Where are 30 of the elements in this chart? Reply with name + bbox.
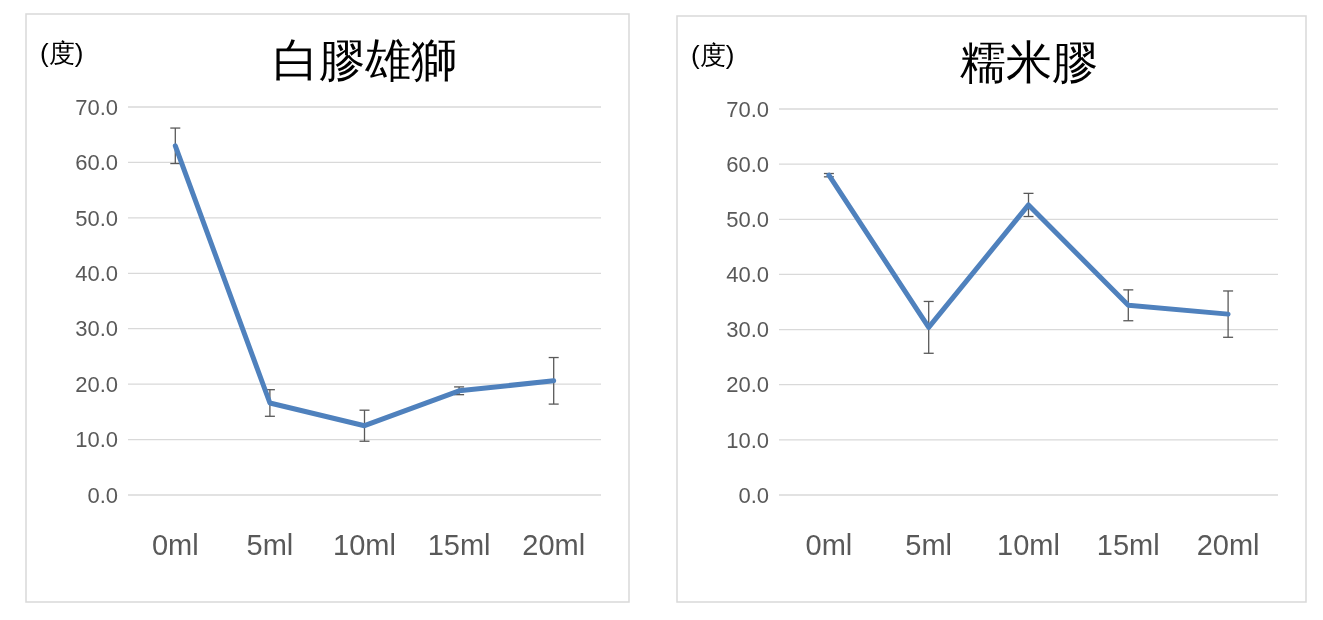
chart-title: 糯米膠 <box>959 36 1098 88</box>
y-tick-label: 20.0 <box>726 372 769 398</box>
x-tick-label: 0ml <box>151 529 199 561</box>
x-tick-label: 5ml <box>246 529 294 561</box>
y-tick-label: 0.0 <box>738 482 769 508</box>
y-tick-label: 70.0 <box>75 94 118 120</box>
y-tick-label: 50.0 <box>75 205 118 231</box>
x-tick-label: 0ml <box>805 529 853 561</box>
x-tick-label: 10ml <box>997 529 1060 561</box>
x-tick-label: 20ml <box>522 529 586 561</box>
y-tick-label: 30.0 <box>75 316 118 342</box>
y-axis-title: (度) <box>40 38 84 68</box>
chart-title: 白膠雄獅 <box>272 34 457 86</box>
x-tick-label: 20ml <box>1196 529 1260 561</box>
y-tick-label: 10.0 <box>75 427 118 453</box>
y-tick-label: 40.0 <box>726 262 769 288</box>
y-tick-label: 0.0 <box>87 482 118 508</box>
y-tick-label: 10.0 <box>726 427 769 453</box>
y-tick-label: 30.0 <box>726 317 769 343</box>
x-tick-label: 10ml <box>333 529 396 561</box>
y-axis-title: (度) <box>691 40 735 70</box>
y-tick-label: 50.0 <box>726 206 769 232</box>
y-tick-label: 70.0 <box>726 96 769 122</box>
y-tick-label: 40.0 <box>75 260 118 286</box>
y-tick-label: 60.0 <box>726 151 769 177</box>
x-tick-label: 15ml <box>427 529 491 561</box>
y-tick-label: 60.0 <box>75 150 118 176</box>
x-tick-label: 5ml <box>905 529 953 561</box>
y-tick-label: 20.0 <box>75 371 118 397</box>
x-tick-label: 15ml <box>1096 529 1160 561</box>
